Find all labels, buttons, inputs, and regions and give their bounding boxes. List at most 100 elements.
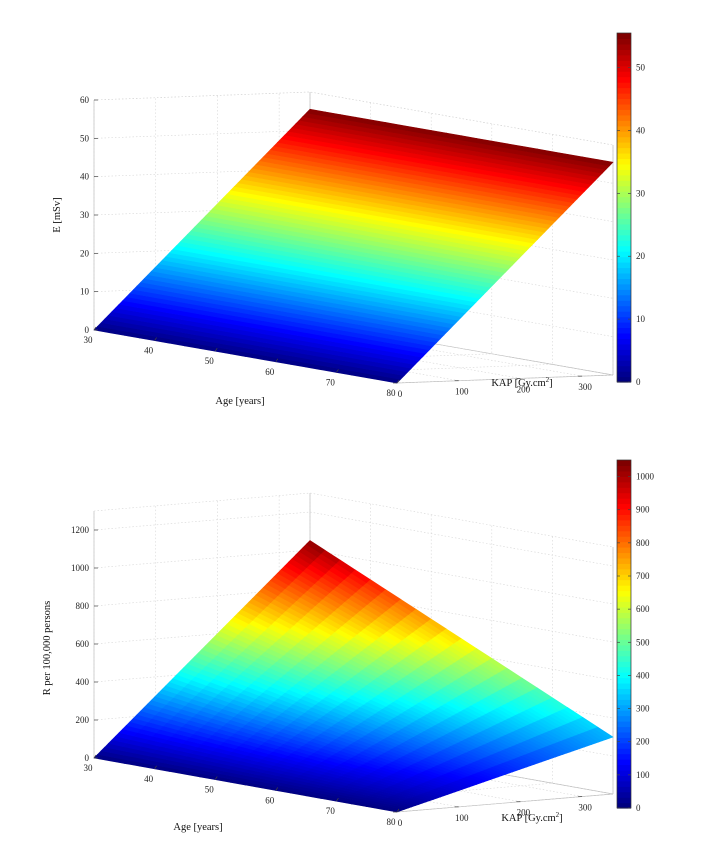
colorbar-band (617, 223, 631, 230)
x-tick-label: 30 (84, 335, 94, 345)
colorbar-band (617, 300, 631, 307)
colorbar-band (617, 541, 631, 548)
y-tick-label: 200 (517, 384, 531, 394)
colorbar-band (617, 174, 631, 181)
colorbar-tick-label: 50 (636, 63, 646, 73)
colorbar-band (617, 585, 631, 592)
colorbar: 0 10 20 30 40 50 (616, 32, 646, 387)
colorbar-band (617, 185, 631, 192)
colorbar-band (617, 650, 631, 657)
colorbar-band (617, 612, 631, 619)
colorbar-band (617, 354, 631, 361)
colorbar-band (617, 530, 631, 537)
colorbar-band (617, 759, 631, 766)
colorbar-band (617, 666, 631, 673)
z-tick-label: 1000 (71, 563, 90, 573)
colorbar-band (617, 672, 631, 679)
z-tick-label: 10 (80, 287, 90, 297)
colorbar-band (617, 142, 631, 149)
colorbar-band (617, 136, 631, 143)
y-axis-label: KAP [Gy.cm2] (491, 376, 552, 389)
colorbar-band (617, 207, 631, 214)
colorbar-band (617, 229, 631, 236)
colorbar-band (617, 322, 631, 329)
colorbar-band (617, 158, 631, 165)
colorbar-band (617, 163, 631, 170)
colorbar-band (617, 43, 631, 50)
colorbar-tick-label: 0 (636, 377, 641, 387)
colorbar-tick-label: 20 (636, 251, 646, 261)
colorbar-band (617, 737, 631, 744)
colorbar-band (617, 218, 631, 225)
colorbar-band (617, 103, 631, 110)
colorbar-band (617, 536, 631, 543)
colorbar-band (617, 601, 631, 608)
colorbar-band (617, 715, 631, 722)
colorbar-tick-label: 10 (636, 314, 646, 324)
colorbar-band (617, 753, 631, 760)
colorbar-band (617, 92, 631, 100)
colorbar-band (617, 481, 631, 488)
colorbar-band (617, 71, 631, 78)
colorbar-band (617, 802, 631, 809)
colorbar-band (617, 152, 631, 160)
colorbar-band (617, 191, 631, 198)
y-tick-label: 0 (398, 389, 403, 399)
colorbar-tick-label: 600 (636, 604, 650, 614)
colorbar-band (617, 525, 631, 532)
x-tick-label: 40 (144, 774, 154, 784)
x-tick-mark (396, 808, 400, 813)
colorbar-band (617, 791, 631, 798)
x-tick-label: 80 (387, 817, 397, 827)
x-tick-label: 50 (205, 356, 215, 366)
z-tick-label: 0 (85, 753, 90, 763)
colorbar-band (617, 644, 631, 651)
colorbar-band (617, 682, 631, 689)
surface-patch (593, 726, 614, 739)
colorbar-band (617, 54, 631, 61)
colorbar-band (617, 786, 631, 793)
colorbar-band (617, 120, 631, 127)
colorbar-band (617, 623, 631, 630)
colorbar-band (617, 360, 631, 367)
colorbar-band (617, 595, 631, 602)
colorbar-band (617, 775, 631, 782)
colorbar-band (617, 234, 631, 241)
colorbar-band (617, 568, 631, 575)
x-tick-mark (275, 787, 279, 791)
colorbar-band (617, 305, 631, 312)
colorbar-band (617, 487, 631, 494)
colorbar-band (617, 267, 631, 274)
colorbar-tick-label: 100 (636, 770, 650, 780)
y-tick-label: 200 (517, 808, 531, 818)
colorbar-tick-label: 400 (636, 670, 650, 680)
colorbar-band (617, 349, 631, 356)
colorbar-band (617, 634, 631, 641)
colorbar-band (617, 769, 631, 776)
x-tick-mark (275, 358, 279, 362)
y-tick-label: 100 (455, 813, 469, 823)
colorbar-band (617, 109, 631, 116)
colorbar-band (617, 574, 631, 581)
colorbar-band (617, 579, 631, 586)
colorbar-band (617, 617, 631, 624)
colorbar-band (617, 180, 631, 187)
x-tick-mark (93, 754, 97, 759)
colorbar-band (617, 343, 631, 350)
colorbar-band (617, 65, 631, 72)
x-tick-label: 70 (326, 806, 336, 816)
colorbar-band (617, 503, 631, 510)
z-tick-label: 600 (76, 639, 90, 649)
x-tick-mark (93, 326, 97, 331)
x-axis-label: Age [years] (173, 822, 222, 833)
colorbar-band (617, 240, 631, 247)
colorbar-band (617, 365, 631, 372)
x-tick-mark (154, 337, 157, 341)
z-tick-label: 30 (80, 210, 90, 220)
colorbar-band (617, 272, 631, 279)
y-tick-label: 300 (578, 803, 592, 813)
colorbar-band (617, 731, 631, 738)
x-tick-label: 30 (84, 763, 94, 773)
colorbar-band (617, 552, 631, 559)
